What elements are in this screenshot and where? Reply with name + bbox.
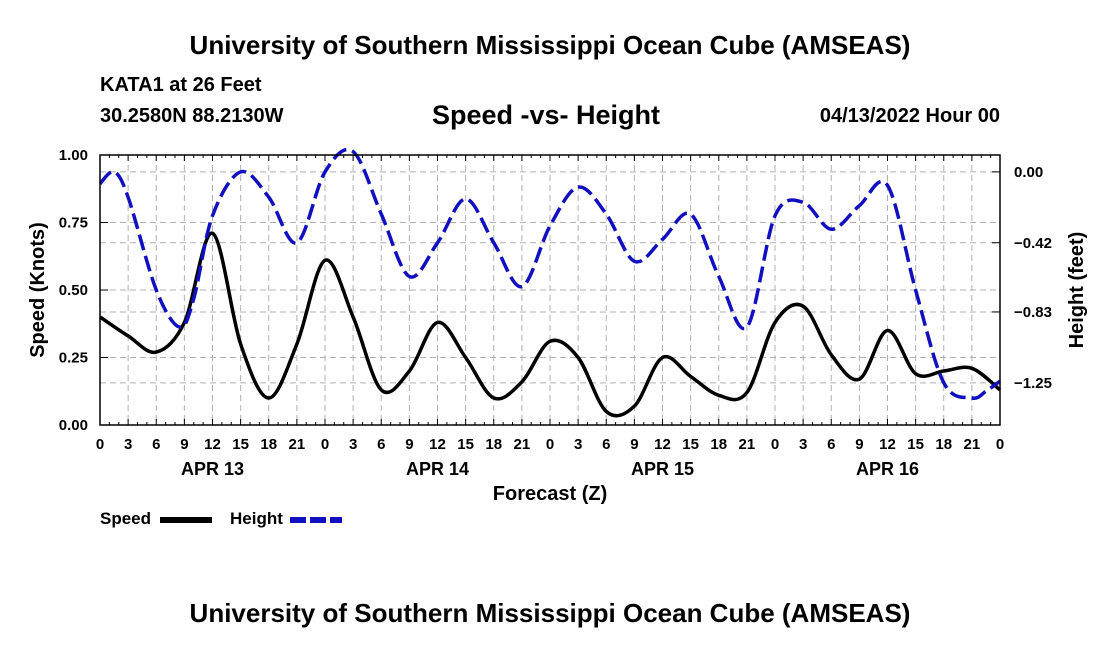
y-tick-label: 0.25 — [59, 350, 88, 367]
forecast-datetime: 04/13/2022 Hour 00 — [819, 105, 1000, 127]
chart-subtitle: Speed -vs- Height — [432, 100, 661, 130]
x-tick-label: 9 — [405, 436, 413, 453]
x-tick-label: 18 — [935, 436, 952, 453]
chart-grid — [100, 155, 1000, 425]
x-tick-label: 15 — [232, 436, 249, 453]
y-axis-label: Speed (Knots) — [27, 222, 49, 358]
footer-title: University of Southern Mississippi Ocean… — [189, 598, 911, 628]
x-tick-label: 12 — [879, 436, 896, 453]
x-tick-label: 6 — [602, 436, 610, 453]
y2-tick-label: 0.00 — [1014, 164, 1043, 181]
y-tick-label: 0.75 — [59, 215, 88, 232]
height-series-line — [98, 147, 1002, 400]
x-tick-label: 9 — [855, 436, 863, 453]
x-tick-label: 9 — [180, 436, 188, 453]
legend-speed-label: Speed — [100, 509, 152, 528]
y-tick-label: 1.00 — [59, 147, 88, 164]
x-tick-label: 15 — [457, 436, 474, 453]
x-tick-label: 0 — [996, 436, 1004, 453]
x-tick-label: 12 — [204, 436, 221, 453]
x-tick-label: 21 — [514, 436, 531, 453]
x-tick-label: 3 — [799, 436, 807, 453]
x-tick-label: 0 — [96, 436, 104, 453]
day-label: APR 14 — [406, 459, 469, 479]
y2-tick-label: −1.25 — [1014, 375, 1052, 392]
x-tick-label: 15 — [682, 436, 699, 453]
x-tick-label: 3 — [574, 436, 582, 453]
legend-height-swatch — [290, 517, 342, 523]
station-name: KATA1 at 26 Feet — [100, 74, 262, 96]
y-tick-label: 0.50 — [59, 282, 88, 299]
series-group — [98, 147, 1002, 418]
x-axis-label: Forecast (Z) — [493, 483, 607, 505]
x-tick-label: 21 — [964, 436, 981, 453]
x-tick-label: 0 — [546, 436, 554, 453]
x-tick-label: 21 — [289, 436, 306, 453]
y2-tick-label: −0.42 — [1014, 235, 1052, 252]
y-tick-label: 0.00 — [59, 417, 88, 434]
y2-axis-label: Height (feet) — [1066, 232, 1088, 349]
x-tick-label: 3 — [124, 436, 132, 453]
x-tick-label: 6 — [152, 436, 160, 453]
x-tick-label: 6 — [377, 436, 385, 453]
x-tick-label: 0 — [321, 436, 329, 453]
plot-frame — [99, 154, 1001, 426]
x-tick-label: 12 — [429, 436, 446, 453]
x-tick-label: 0 — [771, 436, 779, 453]
speed-series-line — [99, 231, 1002, 418]
legend-height-label: Height — [230, 509, 283, 528]
legend-speed-swatch — [160, 517, 212, 523]
x-tick-label: 18 — [260, 436, 277, 453]
x-tick-label: 15 — [907, 436, 924, 453]
x-tick-label: 12 — [654, 436, 671, 453]
x-tick-label: 6 — [827, 436, 835, 453]
x-tick-label: 21 — [739, 436, 756, 453]
x-tick-label: 18 — [485, 436, 502, 453]
x-tick-label: 3 — [349, 436, 357, 453]
day-label: APR 15 — [631, 459, 694, 479]
x-tick-label: 18 — [710, 436, 727, 453]
y2-tick-label: −0.83 — [1014, 304, 1052, 321]
station-coordinates: 30.2580N 88.2130W — [100, 105, 284, 127]
day-label: APR 13 — [181, 459, 244, 479]
x-tick-label: 9 — [630, 436, 638, 453]
axis-ticks: 0 3 6 9 12 15 18 21 0 3 6 9 12 15 18 21 0 3 6 9 12 15 18 21 0 3 6 9… — [59, 147, 1052, 479]
day-label: APR 16 — [856, 459, 919, 479]
chart-title: University of Southern Mississippi Ocean… — [189, 30, 911, 60]
